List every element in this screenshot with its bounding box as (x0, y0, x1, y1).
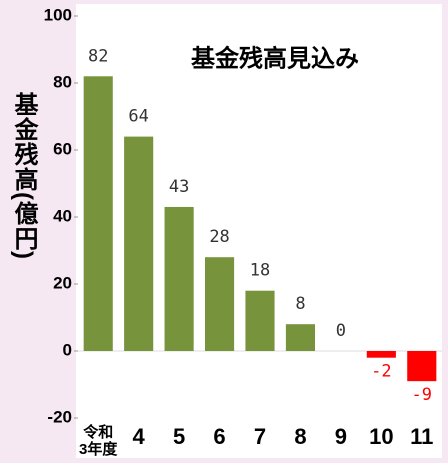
bar (245, 290, 275, 351)
value-label: 8 (295, 294, 305, 314)
x-tick-label: 8 (294, 424, 307, 449)
bar (407, 351, 437, 382)
y-tick-label: 60 (53, 139, 72, 158)
y-tick-label: 100 (44, 5, 72, 24)
bar (204, 257, 235, 351)
bar (83, 76, 113, 352)
value-label: -9 (412, 385, 432, 405)
bar (366, 351, 396, 358)
bar (164, 206, 194, 351)
value-label: -2 (371, 362, 391, 382)
x-tick-label: 9 (334, 424, 347, 449)
bar (124, 136, 154, 351)
x-tick-label: 令和 3年度 (79, 424, 118, 458)
value-label: 28 (209, 227, 229, 247)
x-tick-label: 4 (132, 424, 145, 449)
x-tick-label: 5 (172, 424, 186, 449)
value-label: 64 (128, 107, 148, 127)
y-tick-label: -20 (47, 407, 72, 426)
y-tick-label: 80 (53, 72, 72, 91)
y-axis-label: 基金残高(億円) (10, 92, 37, 260)
x-tick-label: 11 (410, 424, 434, 449)
x-tick-label: 10 (369, 424, 394, 449)
chart-title: 基金残高見込み (191, 44, 359, 72)
y-tick-label: 0 (63, 340, 72, 359)
value-label: 0 (336, 321, 346, 341)
x-tick-label: 7 (253, 424, 267, 449)
y-tick-label: 20 (53, 273, 72, 292)
value-label: 18 (250, 261, 270, 281)
bar (285, 324, 316, 351)
value-label: 43 (169, 177, 189, 197)
value-label: 82 (88, 46, 108, 66)
y-tick-label: 40 (53, 206, 72, 225)
x-tick-label: 6 (213, 424, 226, 449)
